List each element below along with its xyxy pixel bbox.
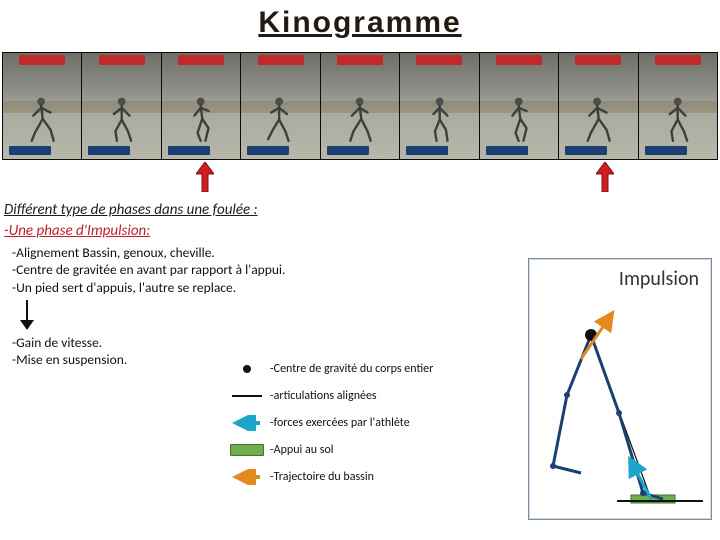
kinogram-frame bbox=[162, 53, 240, 159]
legend-label: -Centre de gravité du corps entier bbox=[270, 362, 433, 376]
arrow-blue-icon bbox=[230, 415, 264, 431]
down-arrow-icon bbox=[20, 300, 34, 336]
legend-row-traj: -Trajectoire du bassin bbox=[230, 463, 433, 490]
kinogram-frame bbox=[82, 53, 160, 159]
bullet-line: -Gain de vitesse. bbox=[12, 334, 127, 351]
impulsion-diagram: Impulsion bbox=[528, 258, 712, 520]
impulsion-diagram-svg bbox=[535, 301, 707, 511]
highlight-arrow-icon bbox=[196, 162, 214, 192]
bullet-line: -Centre de gravitée en avant par rapport… bbox=[12, 261, 285, 278]
section-heading-impulsion: -Une phase d'Impulsion: bbox=[4, 222, 150, 240]
legend-row-cg: -Centre de gravité du corps entier bbox=[230, 355, 433, 382]
legend-row-force: -forces exercées par l'athlète bbox=[230, 409, 433, 436]
legend-label: -forces exercées par l'athlète bbox=[270, 416, 410, 430]
kinogram-frame bbox=[321, 53, 399, 159]
kinogram-frame bbox=[400, 53, 478, 159]
kinogram-frame bbox=[480, 53, 558, 159]
dot-black-icon bbox=[230, 363, 264, 375]
impulsion-description-block: -Alignement Bassin, genoux, cheville. -C… bbox=[12, 244, 285, 296]
bullet-line: -Alignement Bassin, genoux, cheville. bbox=[12, 244, 285, 261]
bullet-line: -Un pied sert d'appuis, l'autre se repla… bbox=[12, 279, 285, 296]
block-green-icon bbox=[230, 444, 264, 456]
impulsion-result-block: -Gain de vitesse. -Mise en suspension. bbox=[12, 334, 127, 369]
section-heading-phases: Différent type de phases dans une foulée… bbox=[4, 201, 258, 219]
legend-row-appui: -Appui au sol bbox=[230, 436, 433, 463]
diagram-label: Impulsion bbox=[529, 259, 711, 291]
highlight-arrow-icon bbox=[596, 162, 614, 192]
kinogram-frame bbox=[3, 53, 81, 159]
legend-label: -Trajectoire du bassin bbox=[270, 470, 374, 484]
legend-label: -Appui au sol bbox=[270, 443, 334, 457]
legend-label: -articulations alignées bbox=[270, 389, 377, 403]
legend: -Centre de gravité du corps entier -arti… bbox=[230, 355, 433, 490]
line-black-icon bbox=[230, 390, 264, 402]
kinogram-frame bbox=[559, 53, 637, 159]
kinogram-frame bbox=[241, 53, 319, 159]
arrow-orange-icon bbox=[230, 469, 264, 485]
kinogram-strip bbox=[2, 52, 718, 160]
kinogram-frame bbox=[639, 53, 717, 159]
legend-row-align: -articulations alignées bbox=[230, 382, 433, 409]
page-title: Kinogramme bbox=[0, 0, 720, 40]
bullet-line: -Mise en suspension. bbox=[12, 351, 127, 368]
